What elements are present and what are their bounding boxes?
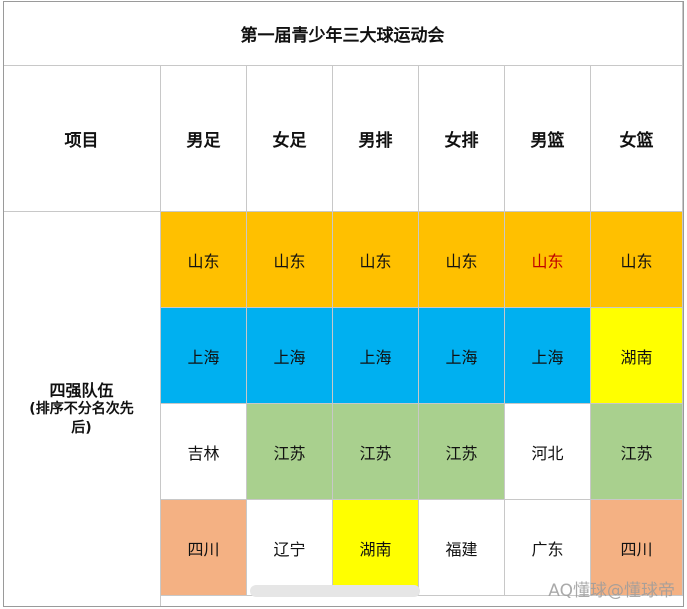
header-cell-item: 项目 xyxy=(3,66,161,212)
header-cell-womens-football: 女足 xyxy=(247,66,333,212)
table-cell: 上海 xyxy=(161,308,247,404)
row-label-line1: 四强队伍 xyxy=(49,380,114,400)
table-cell: 辽宁 xyxy=(247,500,333,596)
table-cell: 上海 xyxy=(247,308,333,404)
table-title: 第一届青少年三大球运动会 xyxy=(3,1,683,66)
table-cell: 湖南 xyxy=(591,308,683,404)
table-cell: 山东 xyxy=(247,212,333,308)
table-cell: 上海 xyxy=(419,308,505,404)
watermark-blur-bar xyxy=(250,585,420,597)
row-label-line2: (排序不分名次先 xyxy=(29,400,134,417)
header-cell-mens-volleyball: 男排 xyxy=(333,66,419,212)
header-cell-mens-basketball: 男篮 xyxy=(505,66,591,212)
header-cell-womens-volleyball: 女排 xyxy=(419,66,505,212)
row-label-top4: 四强队伍 (排序不分名次先 后) xyxy=(3,212,161,607)
table-cell: 江苏 xyxy=(247,404,333,500)
table-cell: 福建 xyxy=(419,500,505,596)
table-cell: 广东 xyxy=(505,500,591,596)
table-cell: 江苏 xyxy=(333,404,419,500)
table-cell: 吉林 xyxy=(161,404,247,500)
table-cell: 山东 xyxy=(419,212,505,308)
watermark: AQ懂球@懂球帝 xyxy=(548,581,675,601)
table-cell: 上海 xyxy=(505,308,591,404)
table-cell: 四川 xyxy=(591,500,683,596)
table-cell: 山东 xyxy=(505,212,591,308)
table-cell: 河北 xyxy=(505,404,591,500)
row-label-line3: 后) xyxy=(71,419,92,436)
table-cell: 四川 xyxy=(161,500,247,596)
table-cell: 湖南 xyxy=(333,500,419,596)
table-cell: 山东 xyxy=(591,212,683,308)
table-cell: 江苏 xyxy=(591,404,683,500)
table-cell: 山东 xyxy=(161,212,247,308)
table-cell: 山东 xyxy=(333,212,419,308)
header-cell-womens-basketball: 女篮 xyxy=(591,66,683,212)
table-cell: 上海 xyxy=(333,308,419,404)
table-cell: 江苏 xyxy=(419,404,505,500)
header-cell-mens-football: 男足 xyxy=(161,66,247,212)
